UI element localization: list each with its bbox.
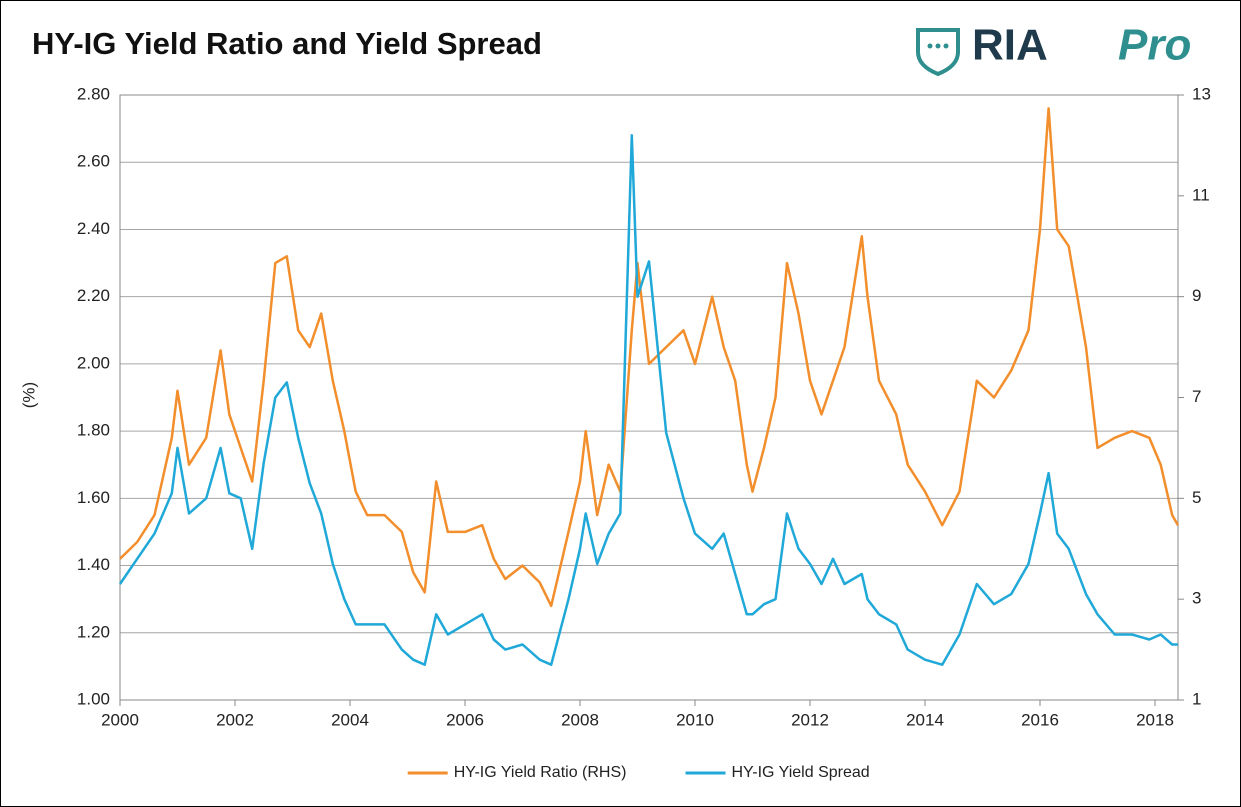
y2-tick-label: 11 [1192,185,1210,204]
logo: RIA Pro [916,21,1191,77]
series-line [118,134,1178,666]
y-tick-label: 2.80 [77,84,110,103]
y-tick-label: 2.20 [77,286,110,305]
legend-label: HY-IG Yield Spread [732,764,870,781]
x-tick-label: 2014 [906,710,944,729]
chart-title: HY-IG Yield Ratio and Yield Spread [32,26,542,61]
y2-tick-label: 1 [1192,689,1201,708]
x-tick-label: 2000 [101,710,139,729]
y-tick-label: 1.60 [77,488,110,507]
legend-label: HY-IG Yield Ratio (RHS) [454,764,627,781]
plot-border [119,94,1179,701]
x-tick-label: 2004 [331,710,369,729]
y-axis-label: (%) [19,382,38,408]
y-tick-label: 1.00 [77,689,110,708]
x-tick-label: 2016 [1021,710,1059,729]
y-tick-label: 2.40 [77,219,110,238]
y2-tick-label: 13 [1192,84,1211,103]
x-tick-label: 2012 [791,710,829,729]
x-tick-label: 2008 [561,710,599,729]
logo-accent: Pro [1118,21,1191,70]
logo-dot [935,43,941,49]
logo-icon [916,28,960,77]
x-tick-label: 2002 [216,710,254,729]
logo-dot [927,43,933,49]
y-tick-label: 2.00 [77,353,110,372]
y-tick-label: 1.20 [77,622,110,641]
y2-tick-label: 5 [1192,488,1201,507]
y-tick-label: 1.80 [77,421,110,440]
logo-text: RIA [972,21,1048,70]
y2-tick-label: 7 [1192,387,1201,406]
logo-dot [943,43,949,49]
x-tick-label: 2018 [1136,710,1174,729]
x-tick-label: 2006 [446,710,484,729]
y-tick-label: 1.40 [77,555,110,574]
y2-tick-label: 9 [1192,286,1201,305]
y-tick-label: 2.60 [77,152,110,171]
x-tick-label: 2010 [676,710,714,729]
y2-tick-label: 3 [1192,589,1201,608]
